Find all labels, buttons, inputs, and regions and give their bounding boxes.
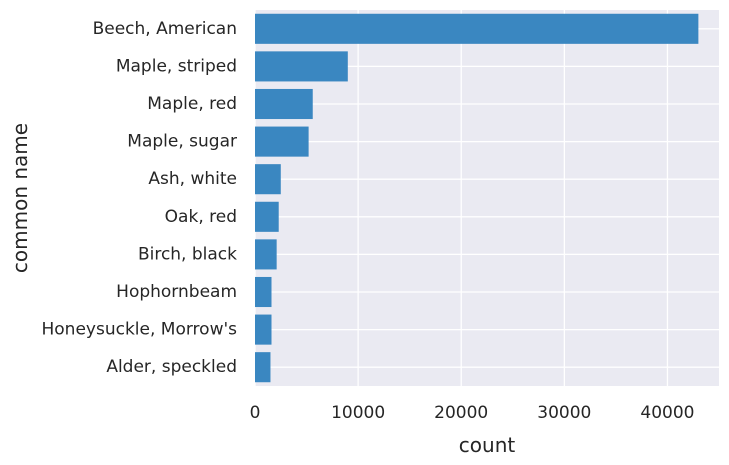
y-tick-label: Hophornbeam [116,282,237,302]
bar [255,201,279,232]
bar [255,126,309,157]
y-tick-label: Alder, speckled [106,357,237,377]
bar [255,51,348,82]
y-tick-label: Maple, red [147,94,237,114]
y-tick-label: Maple, striped [116,56,237,76]
x-tick-label: 30000 [537,403,591,423]
y-tick-label: Ash, white [148,169,237,189]
grid-lines [254,10,719,386]
x-tick-label: 10000 [331,403,385,423]
x-tick-label: 40000 [640,403,694,423]
bar [255,239,277,270]
bar [255,352,271,383]
y-axis-title: common name [8,123,32,273]
bar [255,88,313,120]
bar [255,314,272,345]
bar [255,276,272,308]
bars [255,13,699,383]
x-axis-title: count [459,433,516,457]
x-tick-label: 20000 [434,403,488,423]
y-tick-label: Birch, black [138,244,237,264]
bar [255,164,281,195]
y-tick-label: Oak, red [165,207,237,227]
x-tick-labels: 0 10000 20000 30000 40000 [250,403,695,423]
y-tick-label: Beech, American [93,19,237,39]
y-tick-labels: Beech, American Maple, striped Maple, red M… [42,19,238,377]
y-tick-label: Maple, sugar [127,132,237,152]
y-tick-label: Honeysuckle, Morrow's [42,320,238,340]
x-tick-label: 0 [250,403,261,423]
bar [255,13,699,44]
